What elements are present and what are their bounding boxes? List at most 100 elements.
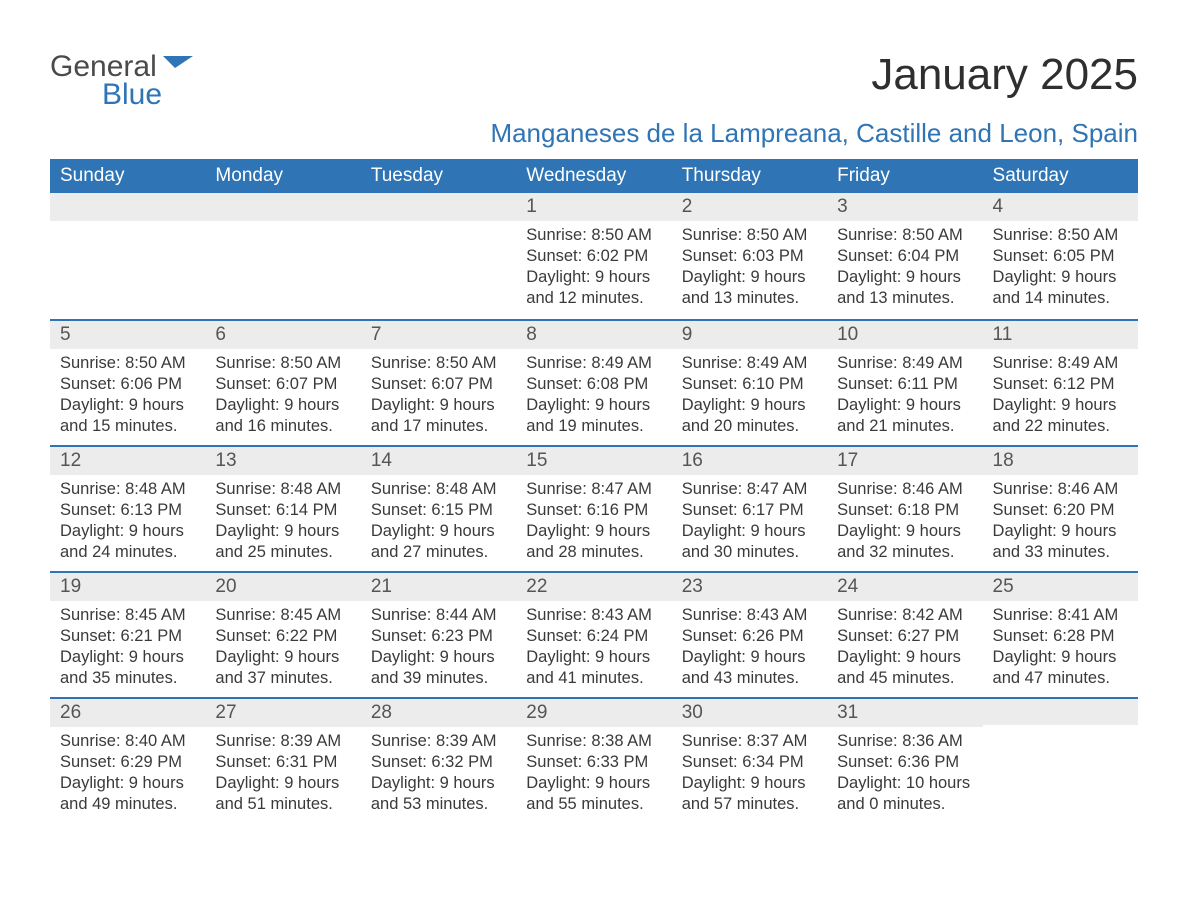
calendar-day-cell: 6Sunrise: 8:50 AMSunset: 6:07 PMDaylight…: [205, 319, 360, 445]
calendar-day-cell: 1Sunrise: 8:50 AMSunset: 6:02 PMDaylight…: [516, 193, 671, 319]
day-number: 15: [516, 445, 671, 475]
day-details: Sunrise: 8:42 AMSunset: 6:27 PMDaylight:…: [827, 601, 982, 695]
calendar-day-cell: 18Sunrise: 8:46 AMSunset: 6:20 PMDayligh…: [983, 445, 1138, 571]
calendar-empty-cell: [361, 193, 516, 319]
calendar-day-cell: 31Sunrise: 8:36 AMSunset: 6:36 PMDayligh…: [827, 697, 982, 823]
sunrise-text: Sunrise: 8:49 AM: [993, 353, 1128, 374]
day-number: 31: [827, 697, 982, 727]
daylight-line1: Daylight: 9 hours: [526, 521, 661, 542]
calendar-day-cell: 26Sunrise: 8:40 AMSunset: 6:29 PMDayligh…: [50, 697, 205, 823]
day-number: 29: [516, 697, 671, 727]
daylight-line2: and 19 minutes.: [526, 416, 661, 437]
day-number: 25: [983, 571, 1138, 601]
calendar-week-row: 1Sunrise: 8:50 AMSunset: 6:02 PMDaylight…: [50, 193, 1138, 319]
calendar-day-cell: 22Sunrise: 8:43 AMSunset: 6:24 PMDayligh…: [516, 571, 671, 697]
day-number: 28: [361, 697, 516, 727]
daylight-line1: Daylight: 9 hours: [60, 521, 195, 542]
sunrise-text: Sunrise: 8:50 AM: [215, 353, 350, 374]
daylight-line2: and 0 minutes.: [837, 794, 972, 815]
sunrise-text: Sunrise: 8:43 AM: [682, 605, 817, 626]
sunrise-text: Sunrise: 8:48 AM: [371, 479, 506, 500]
sunrise-text: Sunrise: 8:44 AM: [371, 605, 506, 626]
sunset-text: Sunset: 6:22 PM: [215, 626, 350, 647]
calendar-day-cell: 23Sunrise: 8:43 AMSunset: 6:26 PMDayligh…: [672, 571, 827, 697]
day-details: Sunrise: 8:50 AMSunset: 6:02 PMDaylight:…: [516, 221, 671, 315]
weekday-header-row: Sunday Monday Tuesday Wednesday Thursday…: [50, 159, 1138, 193]
calendar-day-cell: 17Sunrise: 8:46 AMSunset: 6:18 PMDayligh…: [827, 445, 982, 571]
day-number: 12: [50, 445, 205, 475]
day-details: Sunrise: 8:49 AMSunset: 6:11 PMDaylight:…: [827, 349, 982, 443]
header-row: General Blue January 2025 Manganeses de …: [50, 50, 1138, 159]
daylight-line1: Daylight: 9 hours: [215, 395, 350, 416]
daylight-line1: Daylight: 9 hours: [371, 521, 506, 542]
daylight-line2: and 47 minutes.: [993, 668, 1128, 689]
daylight-line1: Daylight: 9 hours: [682, 647, 817, 668]
sunset-text: Sunset: 6:17 PM: [682, 500, 817, 521]
sunset-text: Sunset: 6:12 PM: [993, 374, 1128, 395]
sunset-text: Sunset: 6:14 PM: [215, 500, 350, 521]
daylight-line2: and 16 minutes.: [215, 416, 350, 437]
day-number: 5: [50, 319, 205, 349]
day-details: Sunrise: 8:50 AMSunset: 6:07 PMDaylight:…: [361, 349, 516, 443]
day-number: 22: [516, 571, 671, 601]
daylight-line2: and 15 minutes.: [60, 416, 195, 437]
calendar-day-cell: 29Sunrise: 8:38 AMSunset: 6:33 PMDayligh…: [516, 697, 671, 823]
weekday-header: Friday: [827, 159, 982, 193]
day-number: 3: [827, 193, 982, 221]
calendar-day-cell: 12Sunrise: 8:48 AMSunset: 6:13 PMDayligh…: [50, 445, 205, 571]
day-number: 21: [361, 571, 516, 601]
calendar-day-cell: 30Sunrise: 8:37 AMSunset: 6:34 PMDayligh…: [672, 697, 827, 823]
sunset-text: Sunset: 6:29 PM: [60, 752, 195, 773]
daylight-line1: Daylight: 9 hours: [993, 647, 1128, 668]
daylight-line1: Daylight: 9 hours: [837, 647, 972, 668]
day-number: 30: [672, 697, 827, 727]
day-number: 11: [983, 319, 1138, 349]
calendar-day-cell: 9Sunrise: 8:49 AMSunset: 6:10 PMDaylight…: [672, 319, 827, 445]
day-details: Sunrise: 8:43 AMSunset: 6:24 PMDaylight:…: [516, 601, 671, 695]
sunset-text: Sunset: 6:23 PM: [371, 626, 506, 647]
calendar-day-cell: 27Sunrise: 8:39 AMSunset: 6:31 PMDayligh…: [205, 697, 360, 823]
calendar-week-row: 5Sunrise: 8:50 AMSunset: 6:06 PMDaylight…: [50, 319, 1138, 445]
day-details: Sunrise: 8:48 AMSunset: 6:15 PMDaylight:…: [361, 475, 516, 569]
sunrise-text: Sunrise: 8:49 AM: [837, 353, 972, 374]
day-details: Sunrise: 8:46 AMSunset: 6:20 PMDaylight:…: [983, 475, 1138, 569]
daylight-line2: and 28 minutes.: [526, 542, 661, 563]
sunrise-text: Sunrise: 8:37 AM: [682, 731, 817, 752]
calendar-day-cell: 25Sunrise: 8:41 AMSunset: 6:28 PMDayligh…: [983, 571, 1138, 697]
sunrise-text: Sunrise: 8:50 AM: [837, 225, 972, 246]
daylight-line2: and 12 minutes.: [526, 288, 661, 309]
daylight-line1: Daylight: 9 hours: [682, 521, 817, 542]
day-number: 27: [205, 697, 360, 727]
sunset-text: Sunset: 6:13 PM: [60, 500, 195, 521]
calendar-day-cell: 4Sunrise: 8:50 AMSunset: 6:05 PMDaylight…: [983, 193, 1138, 319]
daylight-line2: and 53 minutes.: [371, 794, 506, 815]
sunrise-text: Sunrise: 8:49 AM: [682, 353, 817, 374]
daylight-line1: Daylight: 9 hours: [526, 647, 661, 668]
daylight-line2: and 24 minutes.: [60, 542, 195, 563]
daylight-line2: and 30 minutes.: [682, 542, 817, 563]
daylight-line1: Daylight: 9 hours: [837, 521, 972, 542]
calendar-empty-cell: [205, 193, 360, 319]
daylight-line1: Daylight: 9 hours: [682, 395, 817, 416]
sunrise-text: Sunrise: 8:36 AM: [837, 731, 972, 752]
day-number: 14: [361, 445, 516, 475]
weekday-header: Tuesday: [361, 159, 516, 193]
month-title: January 2025: [490, 50, 1138, 100]
day-number: 24: [827, 571, 982, 601]
daylight-line1: Daylight: 9 hours: [60, 647, 195, 668]
daylight-line2: and 41 minutes.: [526, 668, 661, 689]
daylight-line2: and 33 minutes.: [993, 542, 1128, 563]
daylight-line2: and 35 minutes.: [60, 668, 195, 689]
sunset-text: Sunset: 6:10 PM: [682, 374, 817, 395]
day-details: Sunrise: 8:48 AMSunset: 6:14 PMDaylight:…: [205, 475, 360, 569]
daylight-line1: Daylight: 9 hours: [682, 267, 817, 288]
daylight-line2: and 13 minutes.: [837, 288, 972, 309]
calendar-day-cell: 21Sunrise: 8:44 AMSunset: 6:23 PMDayligh…: [361, 571, 516, 697]
sunrise-text: Sunrise: 8:42 AM: [837, 605, 972, 626]
empty-day-header: [50, 193, 205, 221]
logo-text-blue: Blue: [102, 78, 197, 112]
daylight-line2: and 25 minutes.: [215, 542, 350, 563]
day-details: Sunrise: 8:44 AMSunset: 6:23 PMDaylight:…: [361, 601, 516, 695]
sunrise-text: Sunrise: 8:50 AM: [526, 225, 661, 246]
weekday-header: Wednesday: [516, 159, 671, 193]
